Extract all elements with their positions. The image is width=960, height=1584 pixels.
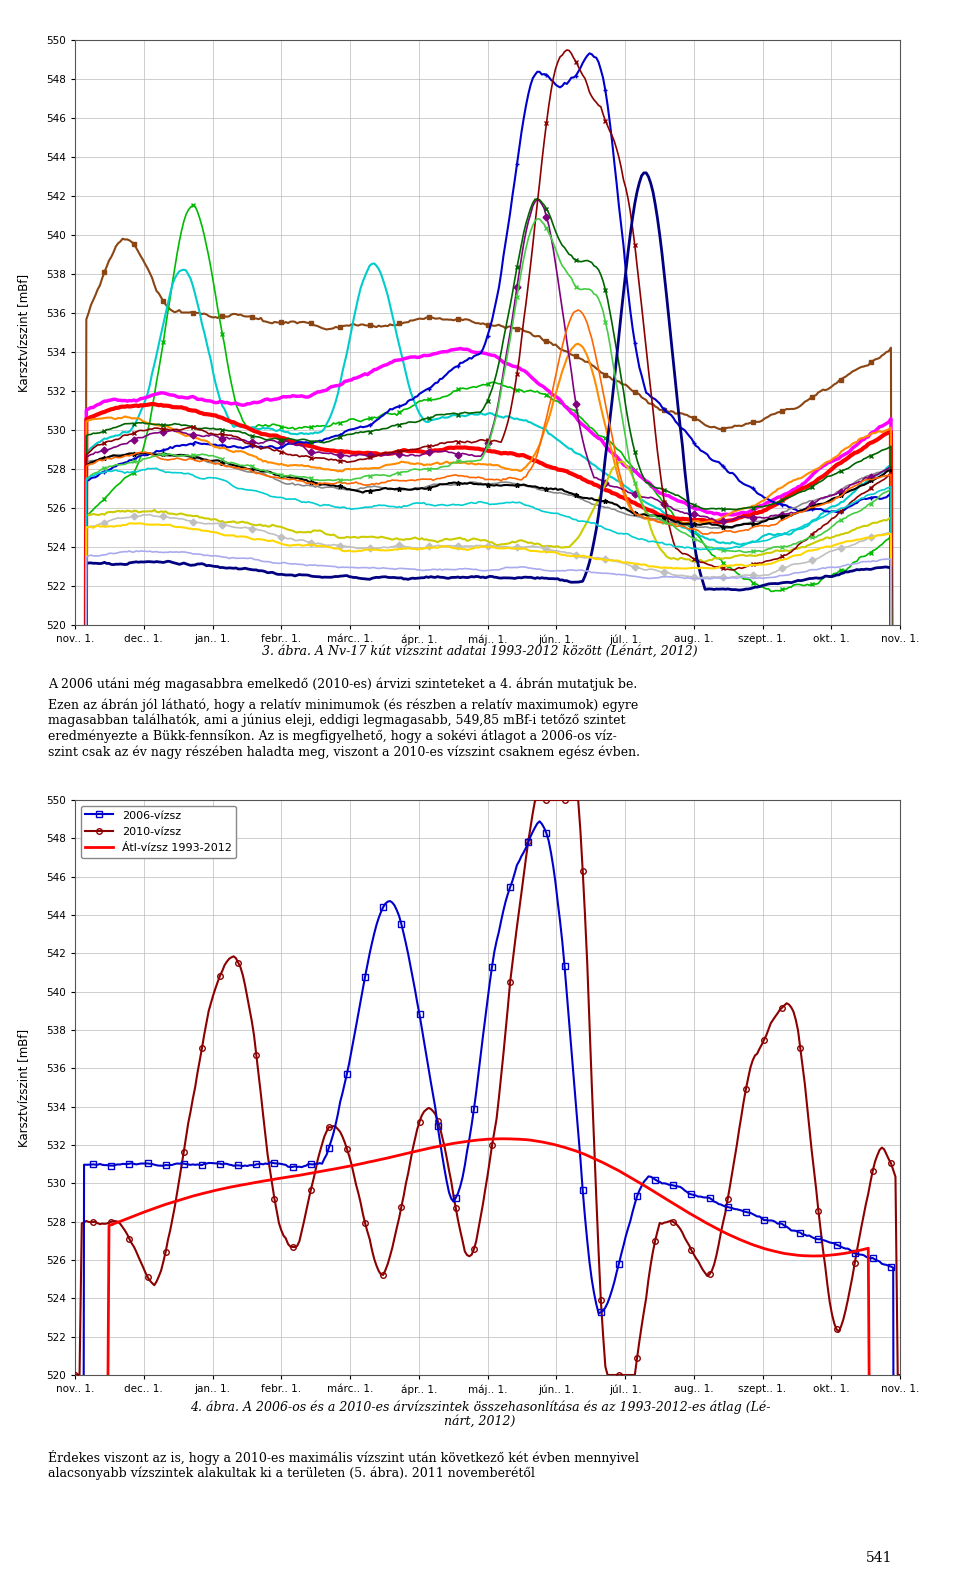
Line: 2010-vízsz: 2010-vízsz: [72, 797, 902, 1378]
Text: nárt, 2012): nárt, 2012): [444, 1415, 516, 1429]
Text: alacsonyabb vízszintek alakultak ki a területen (5. ábra). 2011 novemberétől: alacsonyabb vízszintek alakultak ki a te…: [48, 1467, 535, 1479]
2010-vízsz: [69, 1365, 81, 1384]
Y-axis label: Karsztvízszint [mBf]: Karsztvízszint [mBf]: [16, 1028, 30, 1147]
Line: 2006-vízsz: 2006-vízsz: [72, 819, 902, 1584]
2010-vízsz: [779, 996, 790, 1015]
Átl-vízsz 1993-2012: [296, 1166, 307, 1185]
Line: Átl-vízsz 1993-2012: Átl-vízsz 1993-2012: [75, 1139, 900, 1584]
2006-vízsz: [397, 923, 409, 942]
Text: 3. ábra. A Nv-17 kút vízszint adatai 1993-2012 között (Lénárt, 2012): 3. ábra. A Nv-17 kút vízszint adatai 199…: [262, 645, 698, 657]
Átl-vízsz 1993-2012: [397, 1145, 409, 1164]
Átl-vízsz 1993-2012: [779, 1243, 790, 1262]
Text: szint csak az év nagy részében haladta meg, viszont a 2010-es vízszint csaknem e: szint csak az év nagy részében haladta m…: [48, 746, 640, 759]
2006-vízsz: [296, 1158, 307, 1177]
Átl-vízsz 1993-2012: [858, 1240, 870, 1259]
2010-vízsz: [895, 1365, 906, 1384]
Text: 4. ábra. A 2006-os és a 2010-es árvízszintek összehasonlítása és az 1993-2012-es: 4. ábra. A 2006-os és a 2010-es árvízszi…: [190, 1400, 770, 1413]
Text: Érdekes viszont az is, hogy a 2010-es maximális vízszint után következő két évbe: Érdekes viszont az is, hogy a 2010-es ma…: [48, 1449, 639, 1465]
Y-axis label: Karsztvízszint [mBf]: Karsztvízszint [mBf]: [16, 274, 30, 391]
Átl-vízsz 1993-2012: [495, 1129, 507, 1148]
2006-vízsz: [244, 1156, 255, 1175]
Text: 538-548: 538-548: [878, 8, 946, 22]
Text: eredményezte a Bükk-fennsíkon. Az is megfigyelhető, hogy a sokévi átlagot a 2006: eredményezte a Bükk-fennsíkon. Az is meg…: [48, 730, 616, 743]
Text: 541: 541: [866, 1551, 893, 1565]
Átl-vízsz 1993-2012: [402, 1144, 414, 1163]
2006-vízsz: [534, 813, 545, 832]
Text: magasabban találhatók, ami a június eleji, eddigi legmagasabb, 549,85 mBf-i tető: magasabban találhatók, ami a június elej…: [48, 714, 626, 727]
2010-vízsz: [296, 1223, 307, 1242]
2010-vízsz: [402, 1164, 414, 1183]
2010-vízsz: [244, 1000, 255, 1019]
2006-vízsz: [858, 1245, 870, 1264]
Átl-vízsz 1993-2012: [244, 1174, 255, 1193]
Text: Ezen az ábrán jól látható, hogy a relatív minimumok (és részben a relatív maximu: Ezen az ábrán jól látható, hogy a relatí…: [48, 699, 638, 711]
Legend: 2006-vízsz, 2010-vízsz, Átl-vízsz 1993-2012: 2006-vízsz, 2010-vízsz, Átl-vízsz 1993-2…: [81, 806, 236, 859]
2010-vízsz: [397, 1186, 409, 1205]
2010-vízsz: [858, 1205, 870, 1224]
Text: A 2006 utáni még magasabbra emelkedő (2010-es) árvizi szinteteket a 4. ábrán mut: A 2006 utáni még magasabbra emelkedő (20…: [48, 678, 637, 692]
2006-vízsz: [779, 1217, 790, 1236]
2010-vízsz: [532, 790, 543, 809]
Text: VI. Magyar Földrajzi Konferencia: VI. Magyar Földrajzi Konferencia: [14, 8, 286, 22]
2006-vízsz: [402, 944, 414, 963]
